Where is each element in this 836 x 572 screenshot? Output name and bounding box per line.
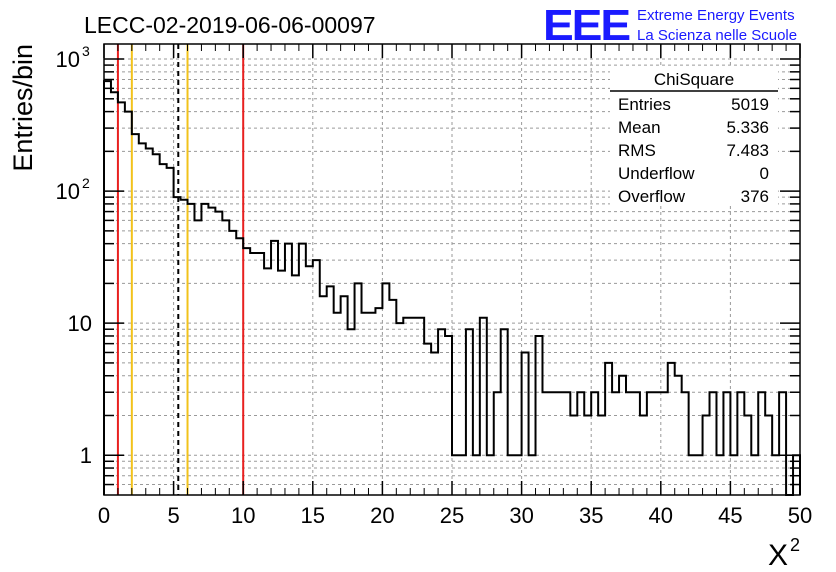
stats-row-value: 5019 <box>731 95 769 114</box>
stats-row-value: 5.336 <box>726 118 769 137</box>
stats-row-value: 376 <box>741 187 769 206</box>
logo-mark: EEE <box>543 1 630 50</box>
y-tick-label-exponent: 2 <box>82 175 90 191</box>
y-tick-label: 10 <box>56 179 80 204</box>
logo-line1: Extreme Energy Events <box>637 7 795 24</box>
x-tick-label: 45 <box>718 503 742 528</box>
stats-box: ChiSquare Entries 5019 Mean 5.336 RMS 7.483 Un… <box>610 66 778 206</box>
x-axis-title-base: X <box>768 539 788 572</box>
x-axis-title: X 2 <box>768 535 800 572</box>
x-axis-title-superscript: 2 <box>790 535 800 555</box>
reference-lines <box>116 44 245 495</box>
y-tick-label: 10 <box>56 47 80 72</box>
y-tick-label: 1 <box>80 443 92 468</box>
x-tick-label: 50 <box>788 503 812 528</box>
stats-row-label: Entries <box>618 95 671 114</box>
x-tick-label: 15 <box>301 503 325 528</box>
stats-title: ChiSquare <box>654 70 734 89</box>
y-tick-label-exponent: 3 <box>82 43 90 59</box>
histogram-series <box>103 80 801 496</box>
x-tick-label: 0 <box>98 503 110 528</box>
chart-title: LECC-02-2019-06-06-00097 <box>84 12 376 38</box>
x-tick-label: 20 <box>370 503 394 528</box>
x-tick-label: 40 <box>649 503 673 528</box>
eee-logo: EEE Extreme Energy Events La Scienza nel… <box>543 1 797 50</box>
stats-row-label: Overflow <box>618 187 686 206</box>
stats-box-background <box>610 66 778 206</box>
logo-line2: La Scienza nelle Scuole <box>637 27 797 44</box>
x-tick-label: 30 <box>509 503 533 528</box>
x-tick-label: 25 <box>440 503 464 528</box>
x-axis: 0 5 10 15 20 25 30 35 40 45 50 <box>98 44 812 528</box>
y-axis-title: Entries/bin <box>8 44 38 172</box>
stats-row-label: Mean <box>618 118 661 137</box>
stats-row-value: 0 <box>760 164 769 183</box>
x-tick-label: 35 <box>579 503 603 528</box>
stats-row-label: RMS <box>618 141 656 160</box>
stats-row-value: 7.483 <box>726 141 769 160</box>
x-tick-label: 10 <box>231 503 255 528</box>
stats-row-label: Underflow <box>618 164 695 183</box>
x-tick-label: 5 <box>167 503 179 528</box>
y-tick-label: 10 <box>68 311 92 336</box>
